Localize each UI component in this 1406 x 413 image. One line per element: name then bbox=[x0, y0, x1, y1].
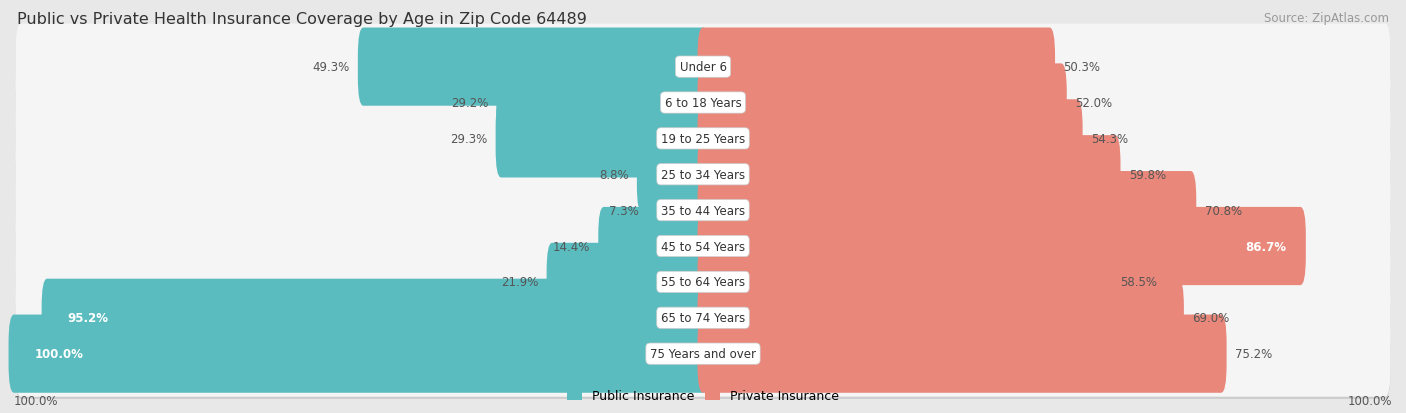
Text: 35 to 44 Years: 35 to 44 Years bbox=[661, 204, 745, 217]
FancyBboxPatch shape bbox=[15, 27, 1391, 113]
Text: 100.0%: 100.0% bbox=[35, 347, 83, 360]
Text: 86.7%: 86.7% bbox=[1246, 240, 1286, 253]
Text: 6 to 18 Years: 6 to 18 Years bbox=[665, 97, 741, 110]
FancyBboxPatch shape bbox=[15, 96, 1391, 182]
FancyBboxPatch shape bbox=[697, 28, 1054, 107]
FancyBboxPatch shape bbox=[15, 24, 1391, 110]
FancyBboxPatch shape bbox=[15, 242, 1391, 328]
Text: Public vs Private Health Insurance Coverage by Age in Zip Code 64489: Public vs Private Health Insurance Cover… bbox=[17, 12, 586, 27]
Text: 65 to 74 Years: 65 to 74 Years bbox=[661, 311, 745, 325]
Text: 8.8%: 8.8% bbox=[599, 169, 628, 181]
FancyBboxPatch shape bbox=[359, 28, 709, 107]
Text: 70.8%: 70.8% bbox=[1205, 204, 1241, 217]
FancyBboxPatch shape bbox=[15, 134, 1391, 220]
Text: 75.2%: 75.2% bbox=[1234, 347, 1272, 360]
FancyBboxPatch shape bbox=[15, 313, 1391, 399]
FancyBboxPatch shape bbox=[15, 204, 1391, 290]
FancyBboxPatch shape bbox=[15, 170, 1391, 256]
Text: 49.3%: 49.3% bbox=[312, 61, 350, 74]
FancyBboxPatch shape bbox=[15, 239, 1391, 325]
Text: 21.9%: 21.9% bbox=[501, 276, 538, 289]
FancyBboxPatch shape bbox=[547, 243, 709, 321]
Text: 25 to 34 Years: 25 to 34 Years bbox=[661, 169, 745, 181]
Text: 52.0%: 52.0% bbox=[1076, 97, 1112, 110]
Text: 59.8%: 59.8% bbox=[1129, 169, 1166, 181]
Text: 100.0%: 100.0% bbox=[1347, 394, 1392, 407]
Legend: Public Insurance, Private Insurance: Public Insurance, Private Insurance bbox=[562, 385, 844, 407]
FancyBboxPatch shape bbox=[647, 172, 709, 249]
Text: 29.3%: 29.3% bbox=[450, 133, 488, 145]
FancyBboxPatch shape bbox=[599, 207, 709, 285]
FancyBboxPatch shape bbox=[697, 100, 1083, 178]
FancyBboxPatch shape bbox=[15, 311, 1391, 397]
FancyBboxPatch shape bbox=[8, 315, 709, 393]
FancyBboxPatch shape bbox=[42, 279, 709, 357]
FancyBboxPatch shape bbox=[15, 60, 1391, 146]
FancyBboxPatch shape bbox=[697, 243, 1112, 321]
FancyBboxPatch shape bbox=[15, 206, 1391, 292]
FancyBboxPatch shape bbox=[15, 132, 1391, 218]
FancyBboxPatch shape bbox=[697, 172, 1197, 249]
Text: 95.2%: 95.2% bbox=[67, 311, 108, 325]
Text: 58.5%: 58.5% bbox=[1119, 276, 1157, 289]
FancyBboxPatch shape bbox=[496, 64, 709, 142]
Text: Under 6: Under 6 bbox=[679, 61, 727, 74]
Text: 54.3%: 54.3% bbox=[1091, 133, 1128, 145]
Text: 45 to 54 Years: 45 to 54 Years bbox=[661, 240, 745, 253]
Text: 7.3%: 7.3% bbox=[609, 204, 638, 217]
Text: Source: ZipAtlas.com: Source: ZipAtlas.com bbox=[1264, 12, 1389, 25]
FancyBboxPatch shape bbox=[15, 277, 1391, 363]
Text: 14.4%: 14.4% bbox=[553, 240, 591, 253]
Text: 50.3%: 50.3% bbox=[1063, 61, 1101, 74]
Text: 55 to 64 Years: 55 to 64 Years bbox=[661, 276, 745, 289]
Text: 75 Years and over: 75 Years and over bbox=[650, 347, 756, 360]
FancyBboxPatch shape bbox=[15, 62, 1391, 148]
FancyBboxPatch shape bbox=[697, 207, 1306, 285]
FancyBboxPatch shape bbox=[697, 136, 1121, 214]
FancyBboxPatch shape bbox=[697, 64, 1067, 142]
FancyBboxPatch shape bbox=[697, 279, 1184, 357]
FancyBboxPatch shape bbox=[15, 98, 1391, 184]
Text: 69.0%: 69.0% bbox=[1192, 311, 1229, 325]
FancyBboxPatch shape bbox=[697, 315, 1226, 393]
FancyBboxPatch shape bbox=[15, 275, 1391, 361]
FancyBboxPatch shape bbox=[15, 168, 1391, 254]
Text: 100.0%: 100.0% bbox=[14, 394, 59, 407]
Text: 29.2%: 29.2% bbox=[451, 97, 488, 110]
FancyBboxPatch shape bbox=[496, 100, 709, 178]
FancyBboxPatch shape bbox=[637, 136, 709, 214]
Text: 19 to 25 Years: 19 to 25 Years bbox=[661, 133, 745, 145]
